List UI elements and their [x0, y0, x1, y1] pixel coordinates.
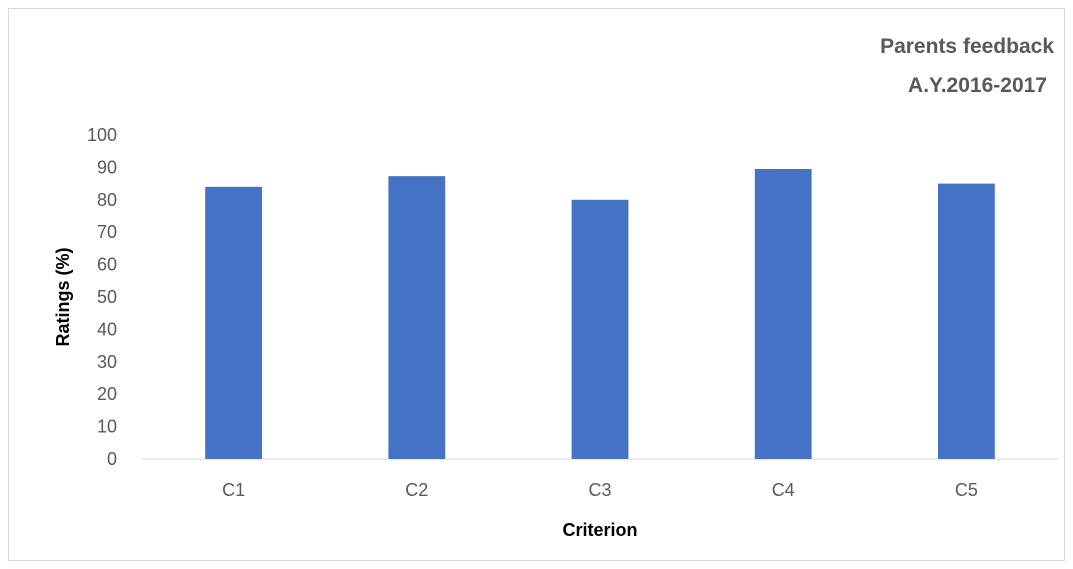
chart-area — [8, 8, 1065, 561]
y-tick-label: 10 — [97, 417, 117, 437]
y-axis-ticks: 0 10 20 30 40 50 60 70 80 90 100 — [87, 125, 117, 469]
chart-title-line-1: Parents feedback — [880, 35, 1054, 58]
y-tick-label: 80 — [97, 190, 117, 210]
x-tick-label: C2 — [405, 480, 428, 500]
y-tick-label: 0 — [107, 449, 117, 469]
y-tick-label: 100 — [87, 125, 117, 145]
y-tick-label: 20 — [97, 384, 117, 404]
y-tick-label: 70 — [97, 222, 117, 242]
x-tick-label: C5 — [955, 480, 978, 500]
x-tick-label: C1 — [222, 480, 245, 500]
chart-title-line-2: A.Y.2016-2017 — [908, 74, 1047, 97]
y-tick-label: 40 — [97, 319, 117, 339]
bar-c4 — [754, 169, 812, 459]
bars — [205, 169, 995, 460]
bar-c3 — [571, 199, 629, 460]
y-tick-label: 90 — [97, 157, 117, 177]
x-axis-title: Criterion — [562, 520, 637, 540]
y-axis-title: Ratings (%) — [53, 247, 73, 346]
bar-c2 — [388, 176, 446, 459]
x-axis-ticks: C1 C2 C3 C4 C5 — [222, 480, 978, 500]
bar-c1 — [205, 186, 262, 459]
y-tick-label: 60 — [97, 255, 117, 275]
x-tick-label: C4 — [772, 480, 795, 500]
y-tick-label: 50 — [97, 287, 117, 307]
bar-c5 — [938, 183, 995, 459]
y-tick-label: 30 — [97, 352, 117, 372]
x-tick-label: C3 — [588, 480, 611, 500]
